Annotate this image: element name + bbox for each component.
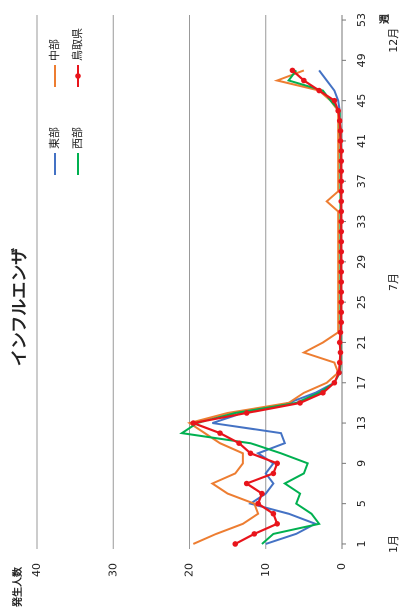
x-tick-label: 21 xyxy=(355,335,368,349)
series-marker xyxy=(247,450,254,457)
series-marker xyxy=(190,420,197,426)
series-marker xyxy=(337,138,344,144)
legend-marker xyxy=(75,73,81,79)
legend-label: 西部 xyxy=(70,127,84,149)
rotated-chart: インフルエンザ 発生人数 週 0 10 20 30 40 1 5 9 13 17 21 25 29 33 3… xyxy=(10,13,400,607)
series-marker xyxy=(338,259,345,265)
y-tick-label: 0 xyxy=(335,563,348,570)
series-marker xyxy=(338,299,345,305)
series-marker xyxy=(331,379,338,386)
y-tick-label: 40 xyxy=(30,563,43,577)
x-tick-label: 17 xyxy=(355,376,368,390)
x-tick-label: 49 xyxy=(355,53,368,67)
series-marker xyxy=(236,440,242,447)
series-marker xyxy=(338,309,345,316)
series-marker xyxy=(338,168,345,174)
series-marker xyxy=(338,238,345,245)
month-label: 7月 xyxy=(387,273,400,291)
series-marker xyxy=(259,490,265,497)
month-label: 1月 xyxy=(387,535,400,553)
series-marker xyxy=(320,390,326,396)
x-tick-label: 13 xyxy=(355,416,368,430)
series-marker xyxy=(338,228,345,235)
x-tick-label: 41 xyxy=(355,134,368,148)
series-marker xyxy=(338,148,345,154)
series-marker xyxy=(336,369,342,376)
series-marker xyxy=(338,158,345,164)
series-marker xyxy=(251,531,258,537)
y-tick-label: 20 xyxy=(183,563,196,577)
series-marker xyxy=(232,541,239,547)
x-tick-label: 45 xyxy=(355,94,368,108)
series-marker xyxy=(270,470,277,477)
series-marker xyxy=(338,319,345,326)
legend-label: 鳥取県 xyxy=(70,28,84,61)
series-marker xyxy=(338,279,345,285)
series-marker xyxy=(301,77,307,84)
month-label: 12月 xyxy=(387,28,400,53)
series-marker xyxy=(337,128,344,134)
x-tick-label: 9 xyxy=(355,460,368,467)
y-tick-label: 30 xyxy=(106,563,119,577)
x-tick-label: 25 xyxy=(355,295,368,309)
series-marker xyxy=(274,521,280,527)
chart-title: インフルエンザ xyxy=(10,248,30,367)
series-marker xyxy=(243,410,250,416)
x-tick-label: 37 xyxy=(355,174,368,188)
series-marker xyxy=(255,500,261,507)
series-marker xyxy=(336,359,343,366)
x-axis-label: 週 xyxy=(379,14,391,24)
series-marker xyxy=(336,117,343,124)
series-marker xyxy=(338,208,345,215)
series-marker xyxy=(331,97,338,104)
x-tick-label: 5 xyxy=(355,500,368,507)
series-marker xyxy=(297,400,303,406)
x-tick-label: 53 xyxy=(355,13,368,27)
x-tick-label: 33 xyxy=(355,215,368,229)
series-marker xyxy=(243,480,250,487)
legend-label: 東部 xyxy=(47,127,61,149)
series-marker xyxy=(217,430,223,436)
series-marker xyxy=(338,188,345,195)
series-marker xyxy=(338,178,345,185)
series-line xyxy=(187,69,340,545)
series-marker xyxy=(336,339,343,346)
series-marker xyxy=(337,329,344,336)
series-marker xyxy=(270,510,277,517)
y-tick-label: 10 xyxy=(259,563,272,577)
series-marker xyxy=(337,349,344,356)
x-tick-label: 29 xyxy=(355,255,368,269)
series-marker xyxy=(338,269,345,275)
series-marker xyxy=(338,198,345,205)
series-marker xyxy=(338,218,345,225)
series-marker xyxy=(316,87,322,94)
series-line xyxy=(179,69,342,545)
series-line xyxy=(212,69,342,545)
series-marker xyxy=(289,67,296,74)
legend-label: 中部 xyxy=(47,39,61,61)
series-marker xyxy=(274,460,280,467)
y-axis-label: 発生人数 xyxy=(11,566,24,607)
series-marker xyxy=(338,248,345,255)
series-marker xyxy=(338,289,345,295)
x-tick-label: 1 xyxy=(355,540,368,547)
series-marker xyxy=(335,107,341,114)
